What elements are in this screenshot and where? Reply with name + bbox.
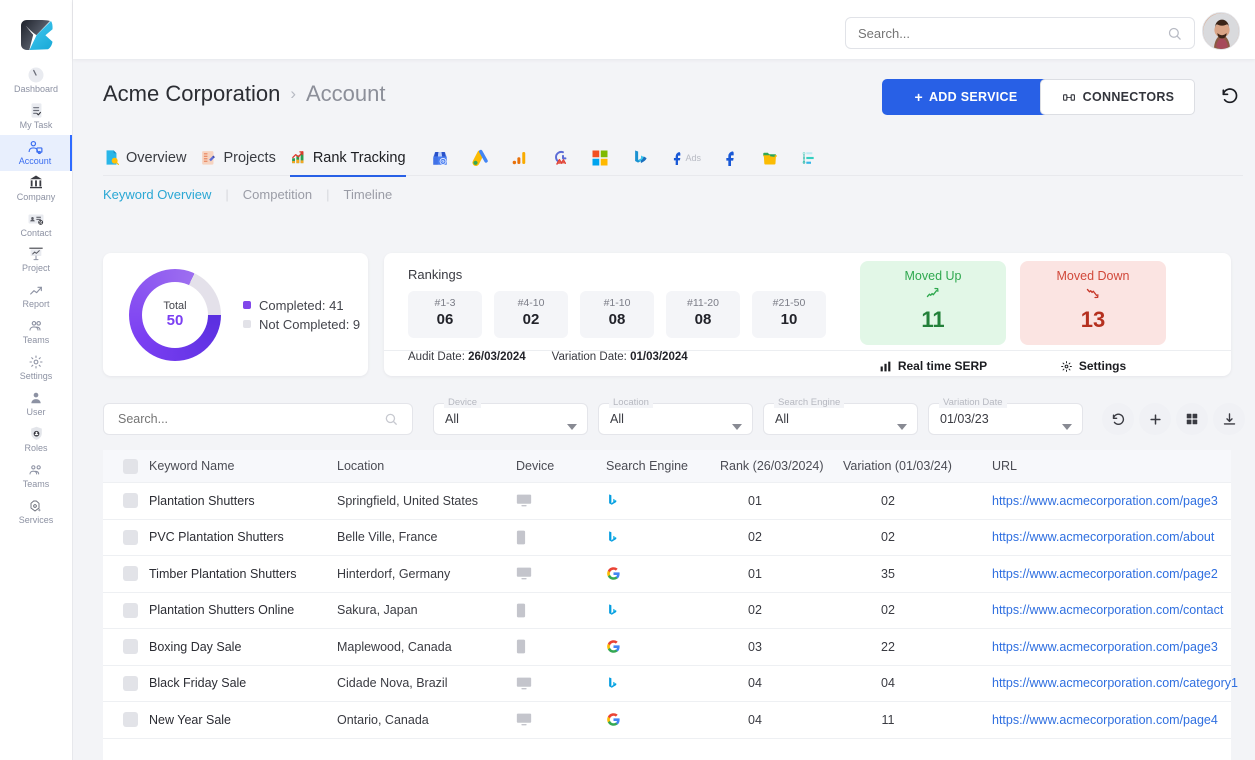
svg-text:G: G (441, 158, 444, 163)
